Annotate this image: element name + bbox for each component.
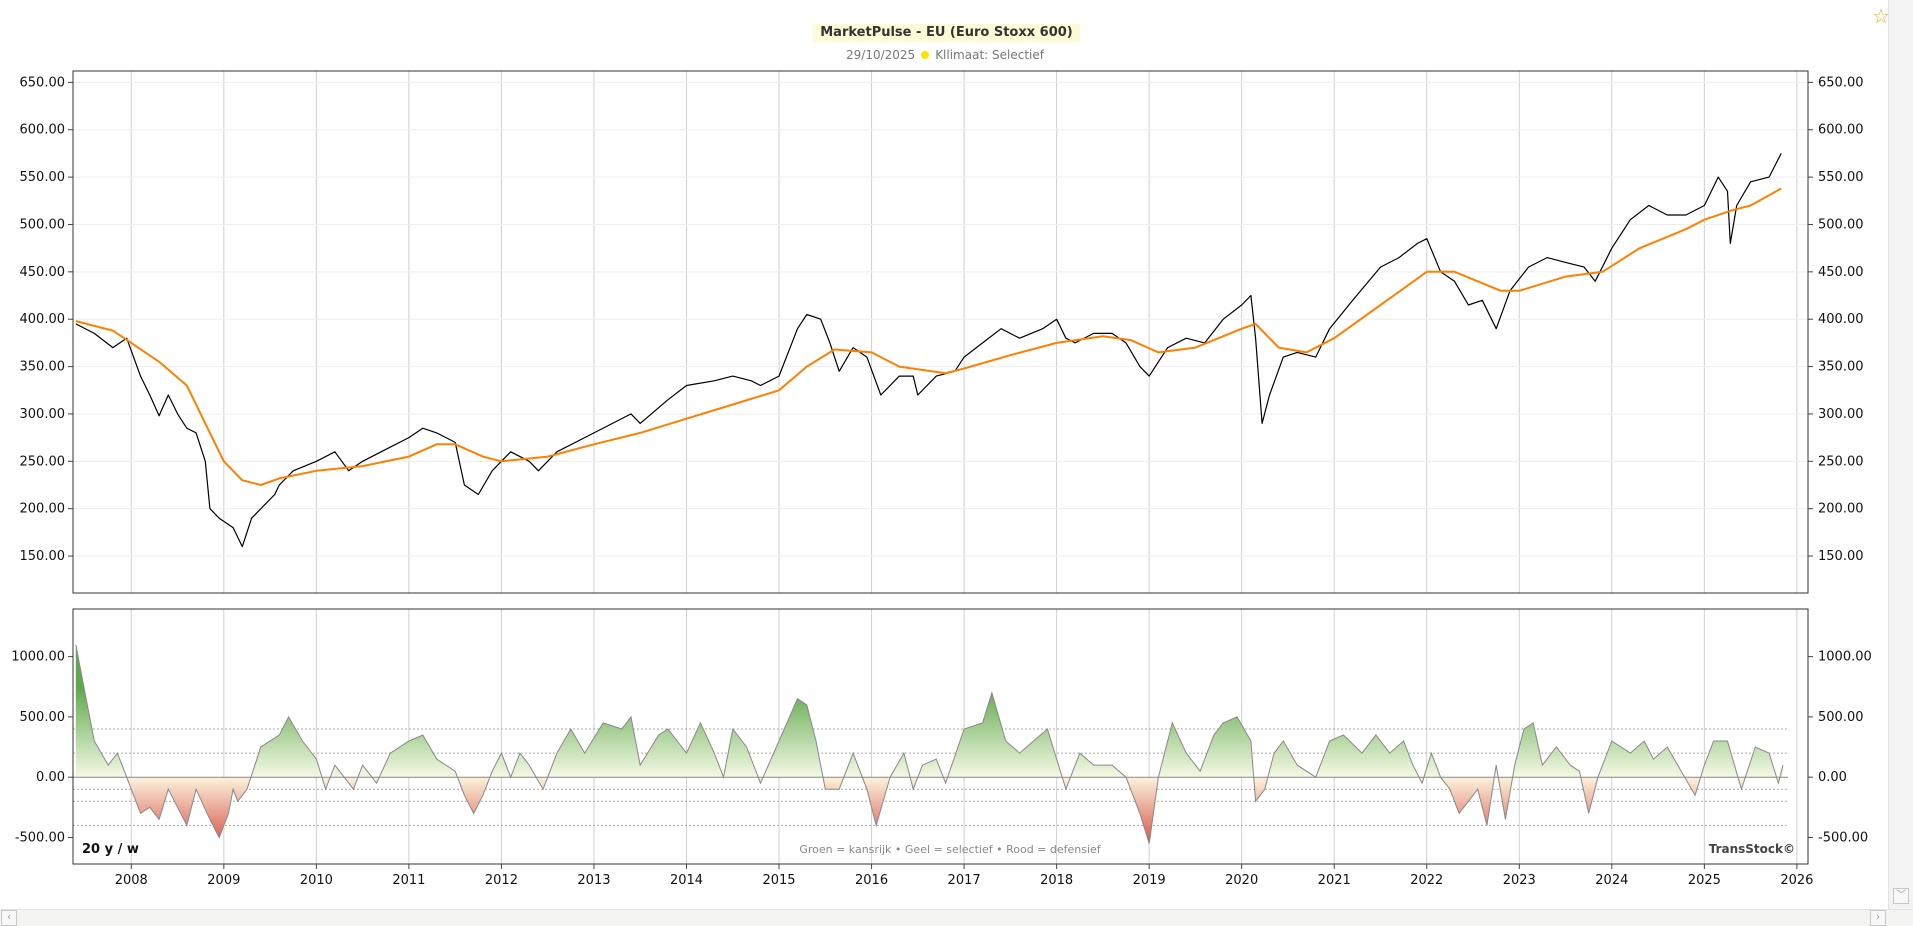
y-tick-label-left: 450.00 bbox=[20, 265, 66, 280]
scroll-down-button[interactable]: ﹀ bbox=[1893, 888, 1909, 904]
chart-title: MarketPulse - EU (Euro Stoxx 600) bbox=[813, 24, 1080, 42]
x-tick-label: 2013 bbox=[577, 873, 610, 888]
y-tick-label-right: 650.00 bbox=[1818, 75, 1864, 90]
y-tick-label-left: -500.00 bbox=[15, 830, 65, 845]
x-tick-label: 2010 bbox=[300, 873, 333, 888]
y-tick-label-right: 300.00 bbox=[1818, 407, 1864, 422]
climate-dot-icon bbox=[921, 51, 930, 59]
x-tick-label: 2011 bbox=[392, 873, 425, 888]
x-tick-label: 2025 bbox=[1688, 873, 1721, 888]
date-label: 29/10/2025 bbox=[846, 48, 916, 62]
y-tick-label-left: 0.00 bbox=[36, 770, 65, 785]
y-tick-label-right: 550.00 bbox=[1818, 170, 1864, 185]
y-tick-label-right: 1000.00 bbox=[1818, 650, 1872, 665]
x-tick-label: 2017 bbox=[948, 873, 981, 888]
period-label: 20 y / w bbox=[82, 842, 139, 857]
chart-canvas: 150.00 150.00 200.00 200.00 250.00 250.00 300.… bbox=[11, 70, 1872, 888]
chart-subtitle: 29/10/2025 Kllimaat: Selectief bbox=[0, 48, 1890, 62]
y-tick-label-left: 250.00 bbox=[20, 454, 66, 469]
scroll-right-button[interactable]: › bbox=[1870, 910, 1886, 926]
x-tick-label: 2021 bbox=[1318, 873, 1351, 888]
vertical-scrollbar[interactable]: ﹀ bbox=[1888, 0, 1913, 909]
y-tick-label-right: 450.00 bbox=[1818, 265, 1864, 280]
oscillator-frame bbox=[72, 608, 1809, 865]
x-tick-label: 2014 bbox=[670, 873, 703, 888]
y-tick-label-right: -500.00 bbox=[1818, 830, 1868, 845]
y-tick-label-right: 350.00 bbox=[1818, 360, 1864, 375]
x-tick-label: 2015 bbox=[762, 873, 795, 888]
y-tick-label-left: 500.00 bbox=[20, 217, 66, 232]
legend-text: Groen = kansrijk • Geel = selectief • Ro… bbox=[799, 843, 1101, 856]
x-tick-label: 2022 bbox=[1410, 873, 1443, 888]
y-tick-label-left: 350.00 bbox=[20, 360, 66, 375]
scroll-left-button[interactable]: ‹ bbox=[1, 910, 17, 926]
y-tick-label-left: 200.00 bbox=[20, 502, 66, 517]
x-tick-label: 2020 bbox=[1225, 873, 1258, 888]
y-tick-label-left: 500.00 bbox=[20, 710, 66, 725]
climate-label: Kllimaat: Selectief bbox=[935, 48, 1044, 62]
y-tick-label-left: 150.00 bbox=[20, 549, 66, 564]
y-tick-label-left: 300.00 bbox=[20, 407, 66, 422]
y-tick-label-right: 250.00 bbox=[1818, 454, 1864, 469]
x-tick-label: 2019 bbox=[1133, 873, 1166, 888]
x-tick-label: 2012 bbox=[485, 873, 518, 888]
y-tick-label-right: 500.00 bbox=[1818, 710, 1864, 725]
y-tick-label-right: 400.00 bbox=[1818, 312, 1864, 327]
x-tick-label: 2016 bbox=[855, 873, 888, 888]
y-tick-label-right: 500.00 bbox=[1818, 217, 1864, 232]
y-tick-label-right: 0.00 bbox=[1818, 770, 1847, 785]
price-frame bbox=[72, 70, 1809, 594]
y-tick-label-left: 1000.00 bbox=[11, 650, 65, 665]
x-tick-label: 2008 bbox=[115, 873, 148, 888]
y-tick-label-right: 150.00 bbox=[1818, 549, 1864, 564]
y-tick-label-left: 550.00 bbox=[20, 170, 66, 185]
x-tick-label: 2023 bbox=[1503, 873, 1536, 888]
y-tick-label-left: 400.00 bbox=[20, 312, 66, 327]
x-tick-label: 2009 bbox=[207, 873, 240, 888]
x-tick-label: 2018 bbox=[1040, 873, 1073, 888]
horizontal-scrollbar[interactable]: ‹ › bbox=[0, 909, 1913, 926]
price-line bbox=[75, 153, 1782, 548]
y-tick-label-left: 650.00 bbox=[20, 75, 66, 90]
brand-label: TransStock© bbox=[1709, 842, 1795, 856]
oscillator-line bbox=[75, 644, 1784, 844]
star-icon[interactable]: ☆ bbox=[1872, 4, 1890, 28]
price-panel bbox=[73, 71, 1808, 593]
oscillator-positive-area bbox=[75, 644, 1784, 778]
x-tick-label: 2024 bbox=[1595, 873, 1628, 888]
y-tick-label-right: 200.00 bbox=[1818, 502, 1864, 517]
y-tick-label-right: 600.00 bbox=[1818, 123, 1864, 138]
x-tick-label: 2026 bbox=[1780, 873, 1813, 888]
moving-average-line bbox=[75, 187, 1782, 486]
y-tick-label-left: 600.00 bbox=[20, 123, 66, 138]
